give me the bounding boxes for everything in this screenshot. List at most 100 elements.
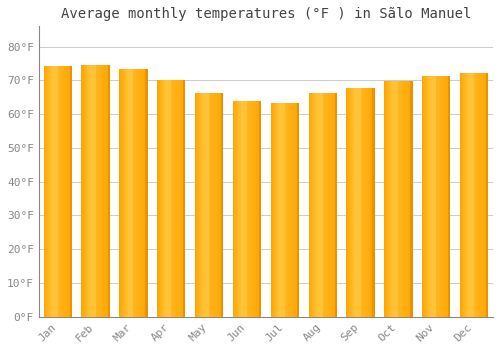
Bar — [408, 81, 409, 317]
Bar — [107, 65, 108, 317]
Bar — [216, 93, 217, 317]
Bar — [219, 93, 220, 317]
Bar — [460, 73, 488, 317]
Bar — [92, 65, 94, 317]
Bar — [397, 81, 398, 317]
Bar — [359, 88, 360, 317]
Bar — [334, 93, 337, 317]
Bar — [70, 66, 71, 317]
Bar — [353, 88, 354, 317]
Bar — [170, 80, 172, 317]
Bar — [298, 103, 299, 317]
Bar — [129, 69, 130, 317]
Bar — [233, 101, 234, 317]
Bar — [236, 101, 237, 317]
Bar — [172, 80, 174, 317]
Bar — [45, 66, 46, 317]
Bar — [386, 81, 387, 317]
Bar — [432, 76, 434, 317]
Bar — [469, 73, 470, 317]
Bar — [123, 69, 124, 317]
Bar — [422, 76, 423, 317]
Bar — [169, 80, 170, 317]
Bar — [464, 73, 465, 317]
Bar — [139, 69, 140, 317]
Bar — [178, 80, 179, 317]
Bar — [249, 101, 250, 317]
Bar — [367, 88, 368, 317]
Bar — [434, 76, 435, 317]
Bar — [64, 66, 65, 317]
Bar — [242, 101, 244, 317]
Bar — [410, 81, 411, 317]
Bar — [468, 73, 469, 317]
Bar — [485, 73, 486, 317]
Bar — [427, 76, 428, 317]
Bar — [384, 81, 412, 317]
Bar — [318, 93, 319, 317]
Bar — [297, 103, 298, 317]
Bar — [257, 101, 258, 317]
Bar — [440, 76, 441, 317]
Bar — [126, 69, 127, 317]
Bar — [347, 88, 348, 317]
Bar — [135, 69, 136, 317]
Bar — [388, 81, 389, 317]
Bar — [49, 66, 50, 317]
Bar — [274, 103, 275, 317]
Bar — [365, 88, 366, 317]
Bar — [239, 101, 240, 317]
Bar — [246, 101, 247, 317]
Bar — [280, 103, 281, 317]
Bar — [247, 101, 248, 317]
Bar — [358, 88, 359, 317]
Bar — [326, 93, 327, 317]
Bar — [237, 101, 238, 317]
Bar — [296, 103, 297, 317]
Bar — [260, 101, 261, 317]
Bar — [334, 93, 335, 317]
Bar — [54, 66, 55, 317]
Bar — [312, 93, 313, 317]
Bar — [132, 69, 134, 317]
Bar — [197, 93, 198, 317]
Bar — [287, 103, 288, 317]
Bar — [217, 93, 218, 317]
Bar — [270, 103, 299, 317]
Bar — [195, 93, 196, 317]
Bar — [394, 81, 395, 317]
Bar — [105, 65, 106, 317]
Bar — [68, 66, 69, 317]
Bar — [294, 103, 295, 317]
Bar — [286, 103, 287, 317]
Bar — [313, 93, 314, 317]
Bar — [202, 93, 203, 317]
Bar — [46, 66, 47, 317]
Bar — [308, 93, 337, 317]
Bar — [207, 93, 208, 317]
Bar — [204, 93, 205, 317]
Bar — [325, 93, 326, 317]
Bar — [398, 81, 399, 317]
Bar — [423, 76, 424, 317]
Bar — [69, 66, 70, 317]
Bar — [278, 103, 279, 317]
Bar — [119, 69, 120, 317]
Bar — [164, 80, 165, 317]
Bar — [438, 76, 439, 317]
Bar — [336, 93, 337, 317]
Bar — [160, 80, 162, 317]
Bar — [441, 76, 442, 317]
Bar — [424, 76, 425, 317]
Bar — [282, 103, 284, 317]
Bar — [291, 103, 292, 317]
Bar — [292, 103, 294, 317]
Bar — [106, 65, 107, 317]
Bar — [387, 81, 388, 317]
Bar — [177, 80, 178, 317]
Bar — [405, 81, 406, 317]
Bar — [435, 76, 436, 317]
Bar — [157, 80, 158, 317]
Bar — [437, 76, 438, 317]
Bar — [329, 93, 330, 317]
